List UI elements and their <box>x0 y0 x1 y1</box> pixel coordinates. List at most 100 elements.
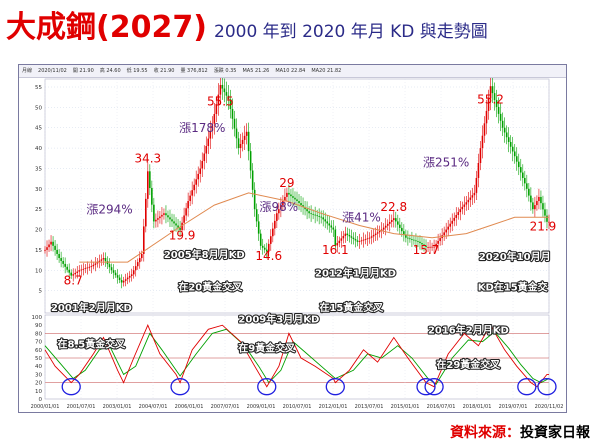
candle-body <box>157 218 159 220</box>
candle-body <box>304 207 306 210</box>
candle-body <box>330 225 333 228</box>
candle-body <box>326 221 329 224</box>
candle-body <box>60 258 62 261</box>
candle-body <box>44 249 46 251</box>
candle-body <box>328 223 331 226</box>
candle-body <box>513 151 516 157</box>
golden-cross-circle <box>424 378 444 396</box>
candle-body <box>171 219 173 222</box>
toolbar-item: 低 19.55 <box>126 68 148 74</box>
candle-body <box>128 275 131 278</box>
candle-body <box>78 270 81 272</box>
golden-cross-circle <box>517 378 537 396</box>
candle-body <box>461 206 464 210</box>
candle-body <box>403 231 405 235</box>
kd-tick-label: 50 <box>35 356 42 362</box>
candle-body <box>340 238 343 241</box>
candle-body <box>352 237 355 240</box>
candle-body <box>249 151 252 171</box>
candle-body <box>308 211 310 214</box>
candle-body <box>243 135 246 140</box>
candle-body <box>239 144 242 149</box>
candle-body <box>185 208 187 216</box>
candle-body <box>104 258 107 262</box>
candle-body <box>465 202 468 205</box>
candle-body <box>263 247 266 250</box>
candle-body <box>499 113 502 121</box>
golden-cross-circle <box>61 378 81 396</box>
candle-body <box>366 238 369 240</box>
candle-body <box>445 229 447 233</box>
candle-body <box>372 234 375 237</box>
candle-body <box>88 266 91 268</box>
x-tick-label: 2020/11/02 <box>535 404 564 410</box>
candle-body <box>173 221 175 224</box>
candle-body <box>392 218 395 221</box>
candle-body <box>217 94 220 105</box>
candle-body <box>443 232 445 236</box>
candle-body <box>447 226 449 230</box>
candle-body <box>140 253 143 259</box>
candle-body <box>284 196 286 202</box>
candle-body <box>241 139 244 145</box>
candle-body <box>288 192 290 195</box>
candle-body <box>189 195 191 202</box>
golden-cross-circle <box>170 378 190 396</box>
candle-body <box>223 88 226 93</box>
candle-body <box>199 168 202 174</box>
candle-body <box>62 260 64 264</box>
toolbar-item: 漲跌 0.35 <box>213 68 237 74</box>
candle-body <box>94 263 97 265</box>
candle-body <box>68 269 70 273</box>
candle-body <box>86 267 89 269</box>
candle-body <box>120 280 123 283</box>
kd-pane-frame <box>44 314 550 400</box>
candle-body <box>54 245 56 250</box>
candle-body <box>207 138 210 147</box>
price-tick-label: 20 <box>35 228 42 234</box>
candle-body <box>229 99 232 109</box>
price-label: 55.5 <box>207 94 234 108</box>
k-line <box>44 324 549 388</box>
candle-body <box>175 223 177 226</box>
kd-event-label-outline: 2009年3月月KD <box>238 313 319 326</box>
chart-title: 大成鋼(2027) 2000 年到 2020 年月 KD 與走勢圖 <box>6 2 488 46</box>
toolbar-item: 量 376,812 <box>180 68 208 74</box>
kd-event-label: 在29黃金交叉 <box>436 358 501 371</box>
candle-body <box>225 92 228 96</box>
candle-body <box>364 239 367 240</box>
candle-body <box>147 171 149 199</box>
kd-event-label-outline: 在8.5黃金交叉 <box>58 337 127 350</box>
candle-body <box>167 215 169 218</box>
candle-body <box>399 224 401 228</box>
toolbar-item: 2020/11/02 <box>38 68 67 74</box>
candle-body <box>280 205 282 210</box>
candle-body <box>374 233 377 235</box>
price-label: 19.9 <box>169 229 196 243</box>
price-tick-label: 35 <box>35 166 42 172</box>
candle-body <box>439 238 441 241</box>
candle-body <box>126 277 129 280</box>
candle-body <box>272 228 274 237</box>
candle-body <box>155 219 157 222</box>
candle-body <box>427 246 429 248</box>
candle-body <box>231 108 234 119</box>
candle-body <box>92 264 95 267</box>
candle-body <box>419 241 421 244</box>
candle-body <box>80 269 83 271</box>
candle-body <box>161 214 163 217</box>
candle-body <box>96 262 99 264</box>
candle-body <box>76 271 79 273</box>
price-tick-label: 25 <box>35 207 42 213</box>
candle-body <box>378 230 381 233</box>
event-label-outline: 2012年1月月KD <box>315 266 396 279</box>
candle-body <box>219 84 222 95</box>
kd-event-label-outline: 在9黃金交叉 <box>238 341 296 354</box>
candle-body <box>431 246 433 248</box>
x-tick-label: 2001/07/01 <box>67 404 96 410</box>
candle-body <box>64 263 66 267</box>
toolbar-item: 開 21.90 <box>72 68 94 74</box>
kd-event-label: 在9黃金交叉 <box>238 341 296 354</box>
candle-body <box>473 192 476 196</box>
moving-average-line <box>79 192 549 263</box>
